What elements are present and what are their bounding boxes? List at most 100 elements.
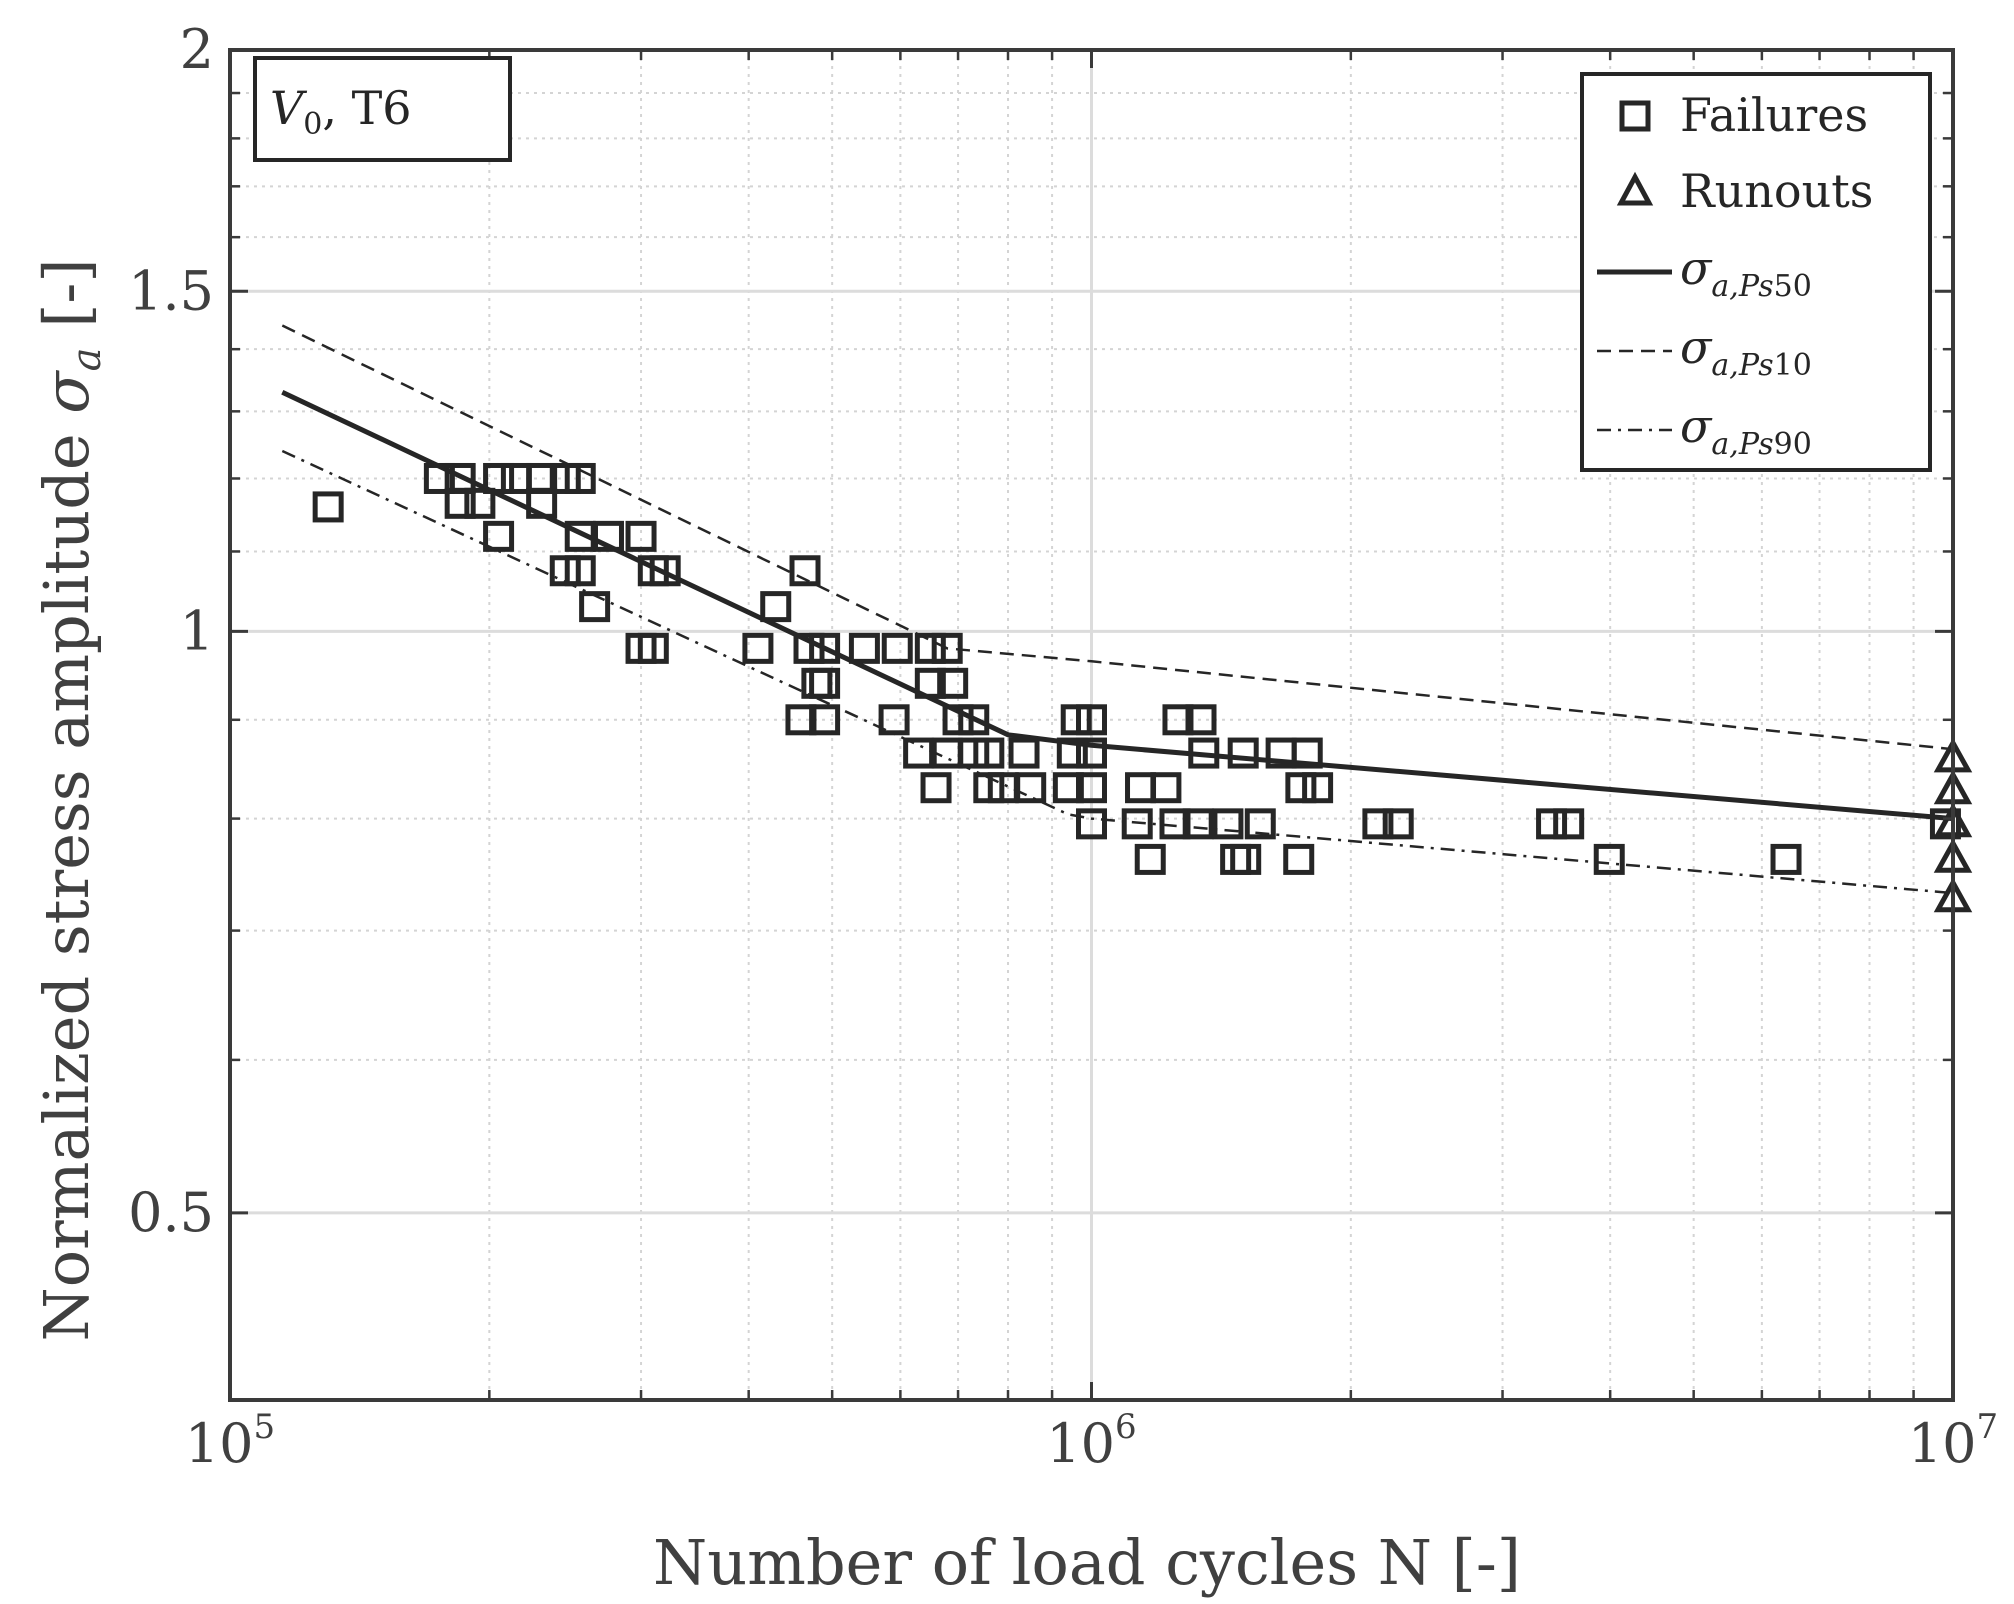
y-tick-label: 1.5 [128, 259, 214, 322]
failure-point [1593, 843, 1625, 875]
failure-point [1244, 808, 1276, 840]
failure-point [1134, 843, 1166, 875]
failure-point [1159, 808, 1191, 840]
failure-point [1302, 772, 1334, 804]
failure-point [625, 520, 657, 552]
failure-point [1212, 808, 1244, 840]
x-tick-label: 107 [1908, 1407, 1998, 1475]
x-tick-label: 105 [185, 1407, 275, 1475]
failure-point [564, 555, 596, 587]
failure-point [1125, 772, 1157, 804]
failure-point [920, 772, 952, 804]
legend-ps50-subscript: a,Ps [1711, 269, 1773, 304]
legend-item-ps90: σa,Ps90 [1597, 399, 1812, 462]
failure-point [312, 491, 344, 523]
failure-point [742, 632, 774, 664]
y-axis-label: Normalized stress amplitude σa [-] [30, 258, 110, 1341]
legend-item-failures: Failures [1619, 88, 1868, 142]
failure-point [1227, 737, 1259, 769]
x-axis-label: Number of load cycles N [-] [653, 1526, 1521, 1599]
failure-point [1076, 704, 1107, 736]
failure-point [1283, 843, 1315, 875]
failure-point [1188, 737, 1220, 769]
failure-point [789, 555, 821, 587]
failure-point [903, 737, 935, 769]
failure-point [423, 462, 455, 494]
failure-point [931, 632, 963, 664]
failure-point [1770, 843, 1802, 875]
failure-point [1076, 772, 1107, 804]
failure-point [1285, 772, 1317, 804]
failure-point [958, 704, 990, 736]
failure-point [937, 667, 969, 699]
failure-point [1150, 772, 1182, 804]
failure-point [1230, 843, 1262, 875]
legend-square-marker [1619, 100, 1651, 132]
svg-text:σa,Ps90: σa,Ps90 [1680, 399, 1812, 462]
failure-point [1015, 772, 1047, 804]
legend-item-runouts: Runouts [1616, 164, 1873, 218]
plot-series [281, 324, 1973, 913]
legend-item-ps10: σa,Ps10 [1597, 320, 1812, 383]
failure-point [1076, 808, 1107, 840]
line-solid [281, 389, 1954, 822]
failure-point [973, 737, 1005, 769]
y-tick-label: 2 [180, 18, 214, 81]
failure-point [1076, 737, 1107, 769]
legend-ps90-subscript: a,Ps [1711, 427, 1773, 462]
failure-point [500, 462, 532, 494]
failure-point [579, 591, 611, 623]
annotation-box: V0, T6 [253, 56, 512, 162]
failure-point [878, 704, 910, 736]
failure-point [1362, 808, 1394, 840]
failure-point [1382, 808, 1414, 840]
legend-ps50-number: 50 [1774, 269, 1812, 304]
svg-text:σa,Ps10: σa,Ps10 [1680, 320, 1812, 383]
failure-point [1052, 772, 1084, 804]
failure-point [809, 632, 841, 664]
legend-ps90-symbol: σ [1680, 399, 1713, 453]
legend-item-ps50: σa,Ps50 [1597, 241, 1812, 304]
failure-point [1162, 704, 1194, 736]
failure-point [942, 704, 974, 736]
failure-point [914, 667, 946, 699]
annotation-subscript: 0 [303, 107, 322, 142]
failure-point [809, 667, 841, 699]
failure-point [649, 555, 681, 587]
failure-point [1185, 704, 1217, 736]
failure-point [1056, 737, 1088, 769]
failure-point [801, 667, 833, 699]
legend-triangle-marker [1616, 171, 1654, 206]
axis-ticks: 0.5 1 1.5 2 105 106 107 [128, 18, 1998, 1475]
y-tick-label: 0.5 [128, 1181, 214, 1244]
failure-point [564, 462, 596, 494]
legend-ps10-number: 10 [1774, 348, 1812, 383]
failure-point [526, 487, 558, 519]
failure-point [1121, 808, 1153, 840]
failure-point [464, 487, 496, 519]
failure-point [1536, 808, 1568, 840]
failure-point [1291, 737, 1323, 769]
y-axis-label-symbol: σ [30, 370, 103, 414]
legend-label-runouts: Runouts [1680, 164, 1873, 218]
failure-point [1008, 737, 1040, 769]
y-axis-label-subscript: a [64, 348, 110, 372]
svg-text:σa,Ps50: σa,Ps50 [1680, 241, 1812, 304]
failure-point [848, 632, 880, 664]
y-tick-label: 1 [180, 599, 214, 662]
svg-text:V0, T6: V0, T6 [270, 81, 412, 142]
failure-point [1220, 843, 1252, 875]
failure-point [444, 487, 476, 519]
failure-point [592, 520, 624, 552]
failure-point [809, 704, 841, 736]
annotation-rest: , T6 [322, 81, 411, 135]
failure-point [1553, 808, 1585, 840]
y-axis-label-unit: [-] [30, 258, 103, 347]
legend: Failures Runouts σa,Ps50 σa,Ps10 σa,Ps90 [1580, 72, 1932, 472]
legend-ps50-symbol: σ [1680, 241, 1713, 295]
failure-point [637, 632, 669, 664]
y-axis-label-text: Normalized stress amplitude [30, 414, 103, 1342]
x-tick-label: 106 [1046, 1407, 1136, 1475]
failure-point [914, 632, 946, 664]
